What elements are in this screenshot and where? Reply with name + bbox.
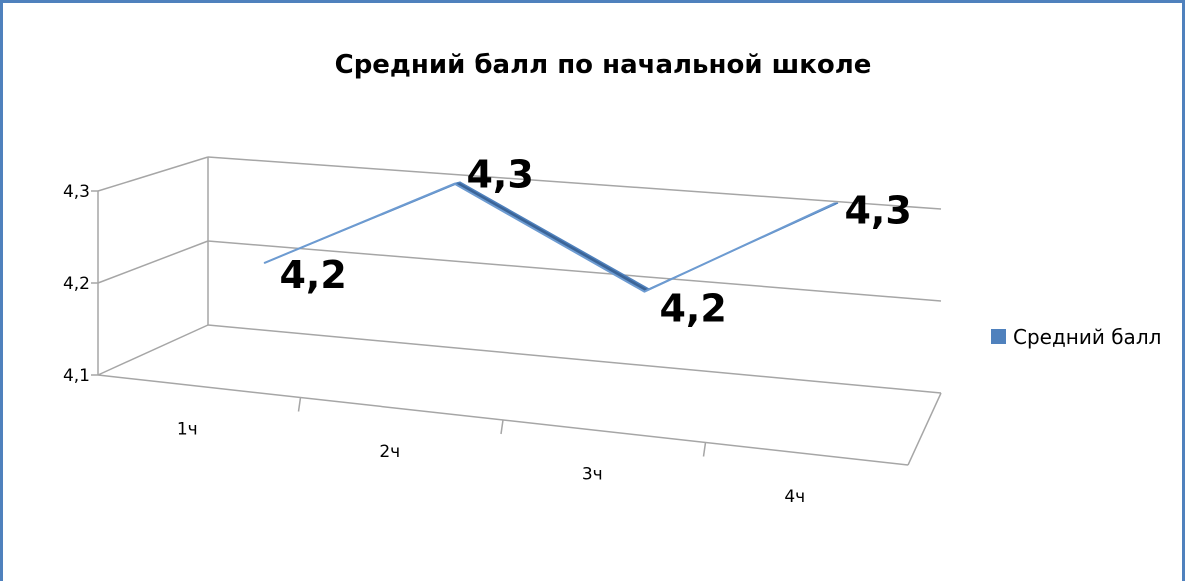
- data-label: 4,2: [279, 253, 346, 297]
- data-label: 4,3: [466, 153, 533, 197]
- x-tick-label: 4ч: [784, 487, 805, 507]
- legend: Средний балл: [991, 325, 1161, 349]
- y-tick-label: 4,1: [63, 366, 90, 386]
- side-wall-gridline: [97, 324, 209, 376]
- data-label: 4,2: [659, 287, 726, 331]
- y-tick-label: 4,2: [63, 274, 90, 294]
- gridline: [207, 156, 942, 210]
- y-axis-tick-labels: 4,1 4,2 4,3: [63, 182, 90, 386]
- x-tick-mark: [702, 442, 707, 457]
- floor-right-edge: [907, 392, 942, 466]
- side-wall-gridline: [97, 240, 209, 284]
- x-tick-label: 2ч: [379, 442, 400, 462]
- axes: [91, 157, 942, 466]
- data-label: 4,3: [844, 188, 911, 232]
- side-wall-gridline: [97, 156, 209, 192]
- x-tick-label: 3ч: [582, 464, 603, 484]
- series-line: [264, 182, 835, 293]
- series-segment: [453, 181, 650, 293]
- x-tick-mark: [500, 419, 504, 435]
- series-ribbon: [263, 181, 839, 293]
- y-tick-label: 4,3: [63, 182, 90, 202]
- legend-swatch: [991, 329, 1006, 344]
- line-chart-3d: Средний балл по начальной школе 4,14,24,…: [63, 50, 1161, 507]
- data-labels: 4,2 4,3 4,2 4,3: [279, 153, 911, 331]
- gridline: [207, 240, 942, 302]
- x-tick-mark: [297, 397, 302, 412]
- x-axis-tick-labels: 1ч 2ч 3ч 4ч: [177, 419, 805, 507]
- legend-label: Средний балл: [1013, 325, 1161, 349]
- x-tick-label: 1ч: [177, 419, 198, 439]
- gridline: [207, 324, 942, 394]
- gridlines: [97, 156, 942, 394]
- chart-title: Средний балл по начальной школе: [335, 50, 872, 80]
